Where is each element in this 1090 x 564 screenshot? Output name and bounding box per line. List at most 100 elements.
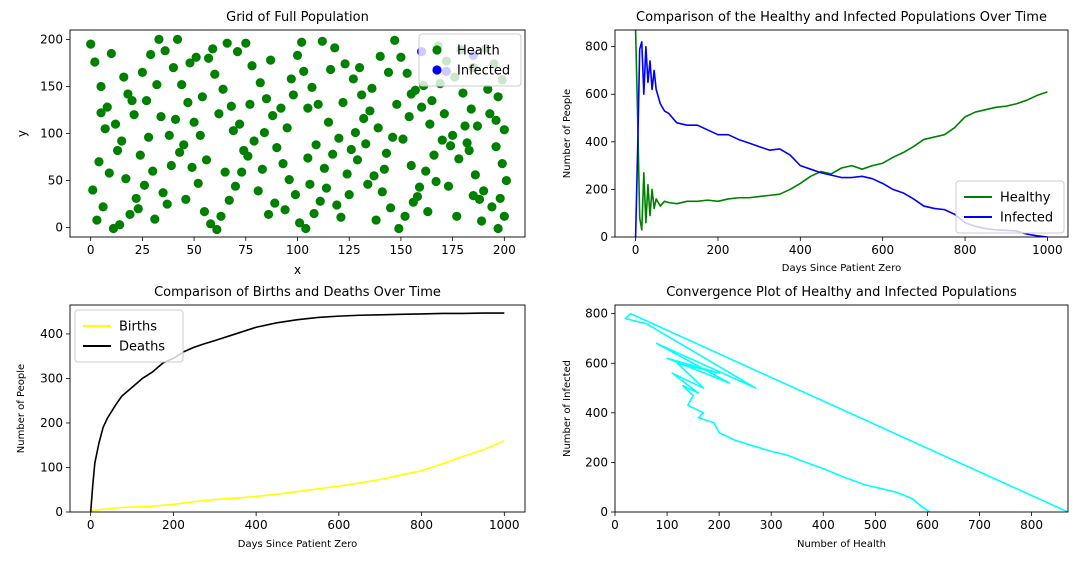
health-point	[499, 211, 509, 221]
health-point	[137, 67, 147, 77]
x-axis-ticks: 0 25 50 75 100 125 150 175 200	[87, 237, 516, 257]
health-point	[400, 211, 410, 221]
health-point	[170, 114, 181, 124]
health-point	[232, 47, 243, 57]
y-tick-label: 0	[55, 221, 63, 235]
health-point	[437, 135, 447, 145]
health-point	[230, 181, 241, 191]
health-point	[365, 106, 375, 116]
health-point	[309, 208, 319, 219]
health-point	[257, 164, 267, 174]
health-point	[396, 52, 406, 62]
health-point	[390, 35, 400, 45]
health-point	[112, 145, 123, 156]
health-point	[323, 117, 334, 127]
births-deaths-panel: Comparison of Births and Deaths Over Tim…	[16, 285, 526, 550]
x-axis-ticks: 0 100 200 300 400 500 600 700 800	[611, 512, 1043, 532]
health-point	[131, 193, 141, 204]
health-point	[398, 134, 408, 144]
health-point	[325, 64, 336, 75]
health-point	[348, 74, 358, 84]
health-point	[330, 43, 340, 53]
health-point	[255, 78, 265, 88]
x-axis-label: Days Since Patient Zero	[782, 263, 901, 274]
health-point	[406, 89, 416, 99]
health-point	[381, 148, 392, 158]
health-point	[263, 209, 274, 220]
health-point	[371, 215, 381, 225]
health-point	[460, 121, 470, 131]
x-tick-label: 175	[441, 243, 464, 257]
health-point	[501, 175, 511, 186]
health-point	[143, 132, 154, 142]
plot-area	[624, 312, 1068, 512]
health-point	[328, 149, 338, 159]
health-point	[497, 159, 507, 169]
health-point	[299, 66, 309, 76]
health-point	[388, 132, 398, 142]
health-point	[466, 104, 476, 114]
x-tick-label: 125	[338, 243, 361, 257]
chart-title: Grid of Full Population	[226, 10, 369, 25]
health-point	[191, 52, 201, 62]
health-point	[414, 182, 425, 192]
health-point	[168, 63, 179, 73]
health-point	[98, 202, 108, 212]
health-point	[499, 125, 509, 135]
health-point	[239, 145, 249, 156]
convergence-panel: Convergence Plot of Healthy and Infected…	[562, 285, 1069, 550]
health-point	[443, 181, 454, 191]
health-point	[110, 119, 121, 129]
y-axis-ticks: 0 200 400 600 800	[585, 307, 615, 519]
health-point	[284, 175, 294, 185]
y-tick-label: 0	[600, 230, 608, 244]
health-point	[141, 95, 152, 106]
health-point	[259, 127, 270, 138]
y-tick-label: 200	[585, 455, 608, 469]
health-point	[208, 44, 218, 54]
health-point	[129, 110, 139, 120]
health-point	[468, 191, 478, 201]
x-tick-label: 75	[238, 243, 253, 257]
population-grid-panel: Grid of Full Population 0 25 50 75 100 125 150 1…	[15, 10, 526, 277]
health-point	[276, 103, 286, 113]
health-point	[226, 101, 236, 111]
health-point	[156, 111, 166, 122]
health-point	[123, 89, 133, 99]
y-tick-label: 300	[40, 371, 63, 385]
health-point	[301, 223, 311, 234]
axes-frame	[614, 29, 1069, 238]
health-point	[338, 97, 348, 108]
health-point	[288, 90, 298, 100]
health-point	[340, 59, 350, 69]
health-point	[464, 145, 474, 156]
health-point	[158, 188, 168, 198]
health-point	[179, 140, 189, 150]
health-point	[125, 209, 135, 220]
legend-marker	[432, 65, 442, 75]
health-point	[278, 159, 288, 169]
axes-frame	[614, 304, 1069, 513]
x-tick-label: 600	[327, 518, 350, 532]
health-point	[266, 55, 276, 65]
health-point	[189, 117, 199, 127]
y-tick-label: 600	[585, 87, 608, 101]
legend-label: Infected	[457, 64, 510, 79]
y-axis-label: Number of People	[562, 89, 573, 178]
y-tick-label: 50	[48, 174, 63, 188]
health-point	[305, 179, 315, 189]
health-point	[210, 69, 220, 79]
health-point	[462, 138, 472, 148]
health-point	[321, 183, 332, 193]
x-tick-label: 200	[708, 518, 731, 532]
health-point	[292, 50, 303, 61]
healthy-infected-time-panel: Comparison of the Healthy and Infected P…	[562, 10, 1069, 274]
health-point	[367, 83, 377, 93]
health-point	[94, 157, 104, 167]
y-axis-label: Number of People	[16, 364, 27, 453]
y-tick-label: 800	[585, 307, 608, 321]
health-point	[272, 143, 282, 153]
legend-label: Health	[457, 44, 500, 59]
health-point	[303, 103, 313, 113]
health-point	[162, 199, 172, 209]
